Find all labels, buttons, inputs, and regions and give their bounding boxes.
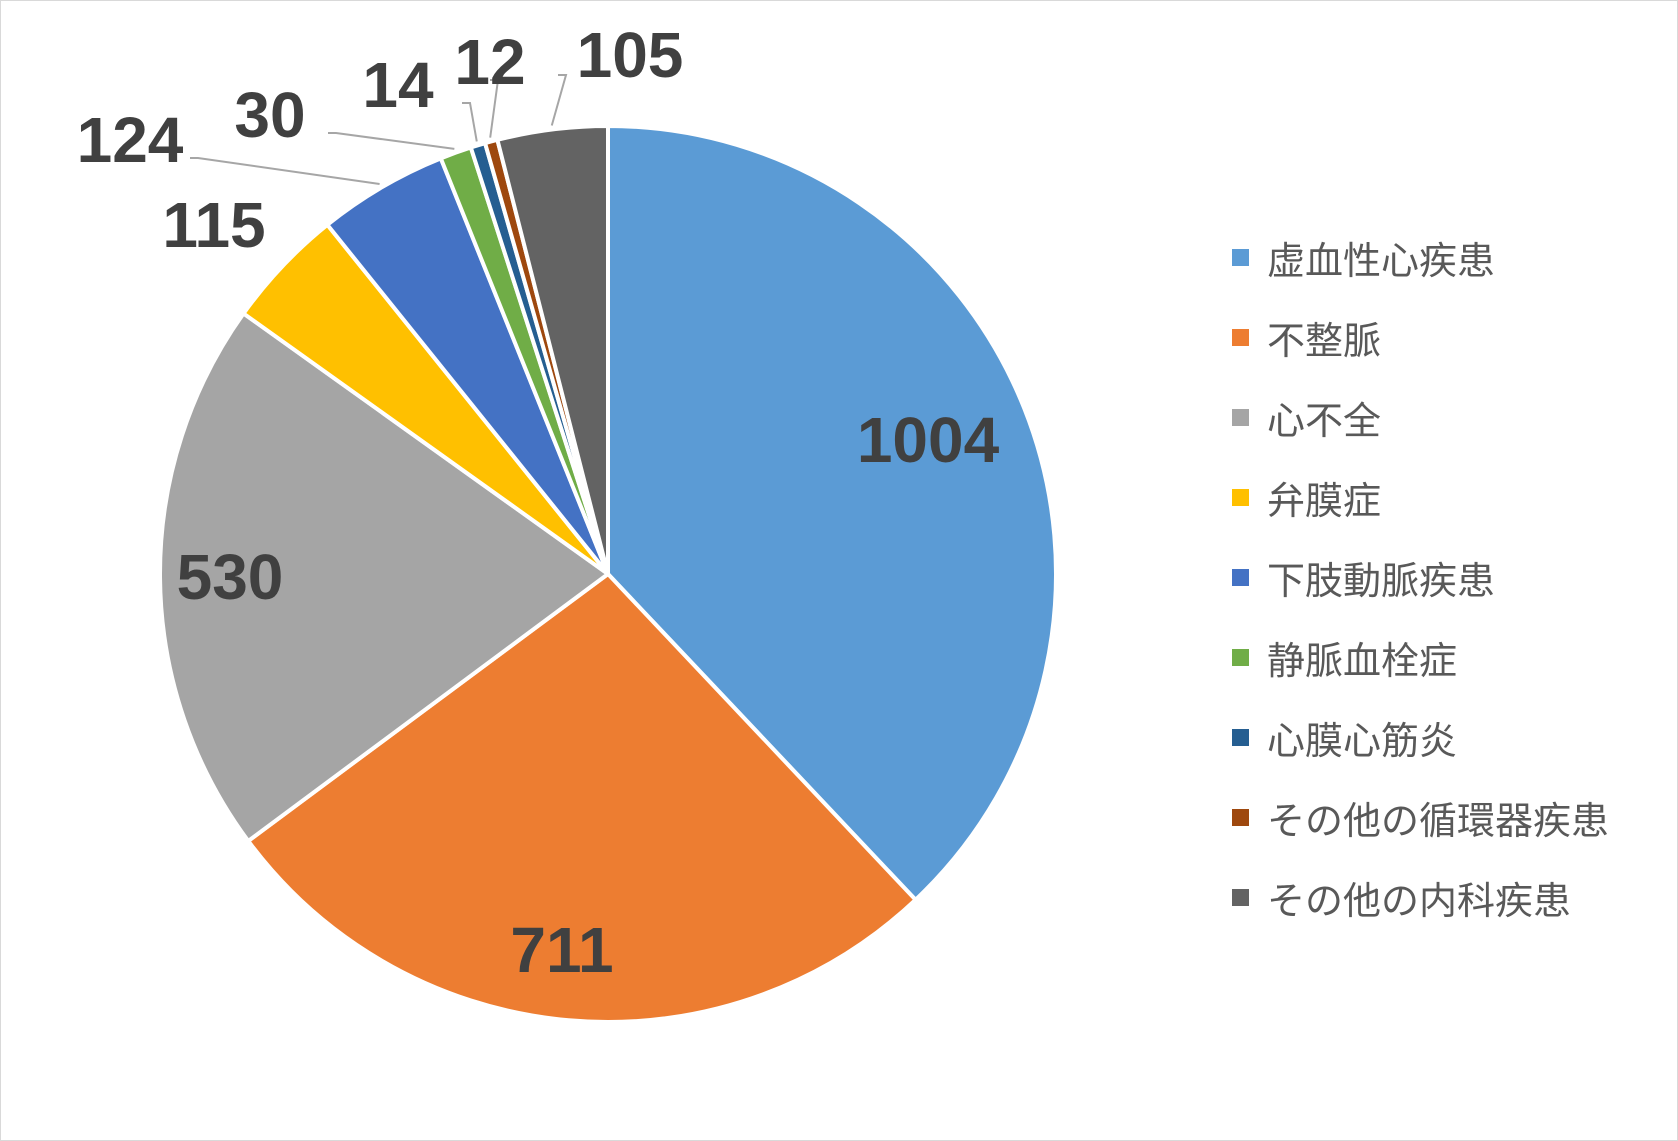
- legend-label: その他の循環器疾患: [1267, 798, 1610, 843]
- leader-line-7: [462, 102, 478, 142]
- data-label-9: 105: [577, 19, 684, 91]
- legend-label: 下肢動脈疾患: [1267, 558, 1496, 603]
- legend-swatch: [1232, 648, 1249, 666]
- legend-swatch: [1232, 248, 1249, 266]
- data-label-1: 1004: [857, 404, 1000, 476]
- pie-slice-3: [158, 311, 610, 843]
- pie-slices: [158, 124, 1058, 1024]
- legend-item-2: 不整脈: [1232, 297, 1609, 377]
- pie-slice-1: [606, 124, 1058, 902]
- data-label-8: 12: [454, 26, 525, 98]
- leader-line-5: [190, 157, 380, 185]
- legend-label: 弁膜症: [1267, 478, 1382, 523]
- legend-label: 不整脈: [1267, 318, 1382, 363]
- legend-swatch: [1232, 888, 1249, 906]
- pie-slice-2: [246, 572, 918, 1024]
- legend-swatch: [1232, 808, 1249, 826]
- legend-swatch: [1232, 328, 1249, 346]
- legend-label: 心不全: [1267, 398, 1382, 443]
- legend-swatch: [1232, 568, 1249, 586]
- legend-item-6: 静脈血栓症: [1232, 617, 1609, 697]
- pie-slice-9: [495, 124, 610, 576]
- data-label-3: 530: [177, 541, 284, 613]
- legend-swatch: [1232, 488, 1249, 506]
- legend-label: 虚血性心疾患: [1267, 238, 1496, 283]
- data-label-7: 14: [362, 49, 434, 121]
- leader-lines: [190, 74, 568, 185]
- data-label-4: 115: [162, 189, 265, 261]
- legend-swatch: [1232, 408, 1249, 426]
- legend-item-4: 弁膜症: [1232, 457, 1609, 537]
- legend-swatch: [1232, 728, 1249, 746]
- leader-line-9: [550, 74, 568, 126]
- data-labels: 1004 711 530 115 124 30 14 12 105: [77, 19, 1000, 986]
- legend-item-5: 下肢動脈疾患: [1232, 537, 1609, 617]
- legend: 虚血性心疾患 不整脈心不全弁膜症下肢動脈疾患 静脈血栓症心膜心筋炎その他の循環器疾患…: [1232, 217, 1609, 937]
- legend-item-8: その他の循環器疾患: [1232, 777, 1609, 857]
- legend-item-3: 心不全: [1232, 377, 1609, 457]
- data-label-2: 711: [510, 914, 613, 986]
- legend-label: 心膜心筋炎: [1267, 718, 1458, 763]
- legend-item-1: 虚血性心疾患: [1232, 217, 1609, 297]
- data-label-6: 30: [234, 79, 305, 151]
- leader-line-8: [489, 79, 500, 138]
- legend-label: その他の内科疾患: [1267, 878, 1572, 923]
- legend-item-9: その他の内科疾患: [1232, 857, 1609, 937]
- data-label-5: 124: [77, 104, 184, 176]
- legend-item-7: 心膜心筋炎: [1232, 697, 1609, 777]
- legend-label: 静脈血栓症: [1267, 638, 1458, 683]
- leader-line-6: [328, 132, 455, 150]
